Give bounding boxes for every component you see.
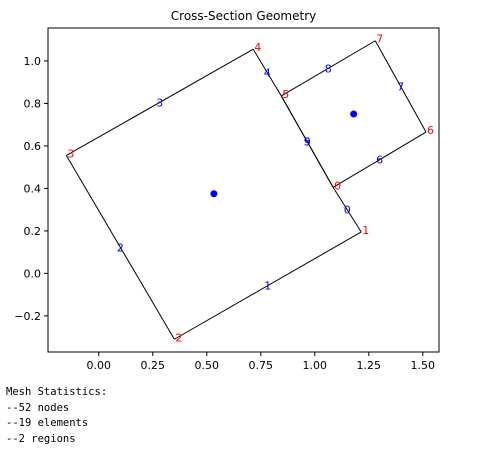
region-centroid xyxy=(350,110,358,118)
x-tick-label: 1.50 xyxy=(411,359,436,372)
y-tick-label: 0.0 xyxy=(24,267,42,280)
stats-heading: Mesh Statistics: xyxy=(6,386,108,398)
point-label: 6 xyxy=(427,124,434,137)
stats-regions: --2 regions xyxy=(6,432,76,445)
segment-line xyxy=(332,187,362,233)
cross-section-chart: Cross-Section Geometry 01234567890123456… xyxy=(14,9,440,372)
x-tick-label: 0.00 xyxy=(87,359,112,372)
x-tick-label: 0.25 xyxy=(141,359,166,372)
y-tick-label: 0.2 xyxy=(24,225,42,238)
segment-line xyxy=(65,155,175,340)
point-label: 7 xyxy=(376,33,383,46)
x-axis: 0.00 0.25 0.50 0.75 1.00 1.25 1.50 xyxy=(87,352,436,372)
point-label: 2 xyxy=(175,331,182,344)
segment-label: 1 xyxy=(264,280,271,293)
stats-nodes: --52 nodes xyxy=(6,401,70,414)
segment-line xyxy=(281,40,376,97)
segment-label: 0 xyxy=(344,204,351,217)
segment-line xyxy=(332,131,427,188)
segment-line xyxy=(374,40,427,133)
segment-label: 2 xyxy=(117,241,124,254)
x-tick-label: 1.00 xyxy=(303,359,328,372)
x-tick-label: 0.75 xyxy=(249,359,274,372)
mesh-statistics: Mesh Statistics: --52 nodes --19 element… xyxy=(6,385,107,447)
segment-line xyxy=(174,231,362,340)
x-tick-label: 0.50 xyxy=(195,359,220,372)
segment-label: 5 xyxy=(304,136,311,149)
point-label: 0 xyxy=(334,179,341,192)
chart-title: Cross-Section Geometry xyxy=(171,9,316,23)
point-label: 1 xyxy=(362,224,369,237)
point-label: 3 xyxy=(67,147,74,160)
segment-label: 4 xyxy=(264,67,271,80)
region-centroid xyxy=(210,190,218,198)
y-tick-label: −0.2 xyxy=(14,310,41,323)
y-tick-label: 0.4 xyxy=(24,182,42,195)
y-axis: −0.2 0.0 0.2 0.4 0.6 0.8 1.0 xyxy=(14,55,48,323)
y-tick-label: 0.8 xyxy=(24,97,42,110)
x-tick-label: 1.25 xyxy=(357,359,382,372)
point-label: 4 xyxy=(254,41,261,54)
segment-line xyxy=(66,48,254,156)
segment-label: 6 xyxy=(376,154,383,167)
point-label: 5 xyxy=(282,88,289,101)
segment-line xyxy=(252,48,282,97)
y-tick-label: 1.0 xyxy=(24,55,42,68)
segment-label: 8 xyxy=(325,62,332,75)
plot-frame xyxy=(47,27,440,353)
segment-label: 9 xyxy=(304,136,311,149)
segment-label: 7 xyxy=(397,80,404,93)
segment-label: 3 xyxy=(156,96,163,109)
stats-elements: --19 elements xyxy=(6,417,89,429)
segment-line xyxy=(280,95,334,188)
y-tick-label: 0.6 xyxy=(24,140,42,153)
